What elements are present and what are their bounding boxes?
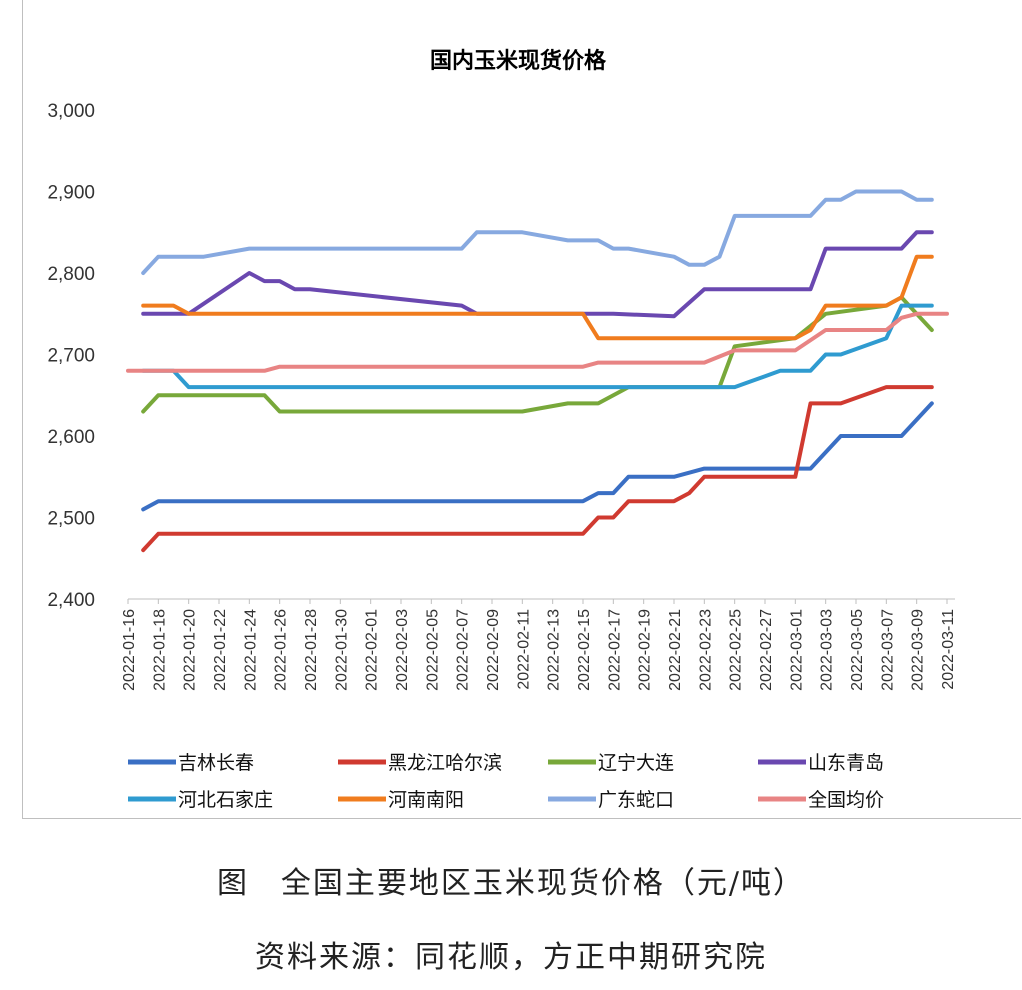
x-tick-label: 2022-02-07 (455, 609, 472, 691)
y-tick-label: 2,900 (47, 183, 95, 204)
x-tick-label: 2022-01-18 (151, 609, 168, 691)
x-tick-label: 2022-03-09 (910, 609, 927, 691)
legend-label: 全国均价 (808, 789, 884, 811)
x-tick-label: 2022-01-20 (182, 609, 199, 691)
x-tick-label: 2022-02-21 (667, 609, 684, 691)
x-tick-label: 2022-02-27 (758, 609, 775, 691)
x-tick-label: 2022-02-13 (546, 609, 563, 691)
x-tick-label: 2022-02-05 (424, 609, 441, 691)
x-tick-label: 2022-01-26 (273, 609, 290, 691)
x-tick-label: 2022-01-22 (212, 609, 229, 691)
figure-caption: 图 全国主要地区玉米现货价格（元/吨） (216, 866, 806, 901)
x-tick-label: 2022-02-15 (576, 609, 593, 691)
legend-label: 黑龙江哈尔滨 (388, 752, 502, 774)
y-tick-label: 2,400 (47, 590, 95, 611)
legend-label: 河北石家庄 (178, 789, 273, 811)
line-chart: 国内玉米现货价格 2,400 2,500 2,600 2,700 2,800 2,900 3,… (47, 48, 957, 811)
y-tick-label: 2,700 (47, 346, 95, 367)
x-tick-label: 2022-03-03 (819, 609, 836, 691)
y-tick-label: 2,800 (47, 264, 95, 285)
x-tick-label: 2022-02-01 (364, 609, 381, 691)
series-line-8 (126, 311, 949, 373)
x-tick-label: 2022-02-03 (394, 609, 411, 691)
series-line-5 (141, 303, 934, 390)
x-tick-label: 2022-02-17 (606, 609, 623, 691)
y-tick-label: 2,500 (47, 509, 95, 530)
y-tick-label: 2,600 (47, 427, 95, 448)
series-line-4 (141, 230, 934, 319)
legend-label: 吉林长春 (178, 752, 254, 774)
legend-label: 山东青岛 (808, 752, 884, 774)
source-note: 资料来源：同花顺，方正中期研究院 (255, 940, 767, 975)
series-line-6 (141, 254, 934, 341)
x-tick-label: 2022-01-30 (333, 609, 350, 691)
x-tick-label: 2022-02-23 (697, 609, 714, 691)
x-tick-label: 2022-01-28 (303, 609, 320, 691)
chart-title: 国内玉米现货价格 (430, 48, 607, 74)
x-tick-label: 2022-02-19 (637, 609, 654, 691)
series-line-2 (141, 385, 934, 553)
x-tick-label: 2022-02-09 (485, 609, 502, 691)
x-tick-label: 2022-03-05 (849, 609, 866, 691)
x-tick-label: 2022-03-11 (940, 609, 957, 690)
legend-label: 河南南阳 (388, 789, 464, 811)
x-tick-label: 2022-01-24 (242, 609, 259, 691)
x-tick-label: 2022-02-11 (515, 609, 532, 690)
x-tick-label: 2022-02-25 (728, 609, 745, 691)
y-tick-label: 3,000 (47, 101, 95, 122)
legend-label: 辽宁大连 (598, 752, 674, 774)
series-line-7 (141, 189, 934, 275)
x-tick-label: 2022-01-16 (121, 609, 138, 691)
x-tick-label: 2022-03-01 (788, 609, 805, 691)
series-line-1 (141, 401, 934, 512)
x-tick-label: 2022-03-07 (879, 609, 896, 691)
legend-label: 广东蛇口 (598, 789, 674, 811)
